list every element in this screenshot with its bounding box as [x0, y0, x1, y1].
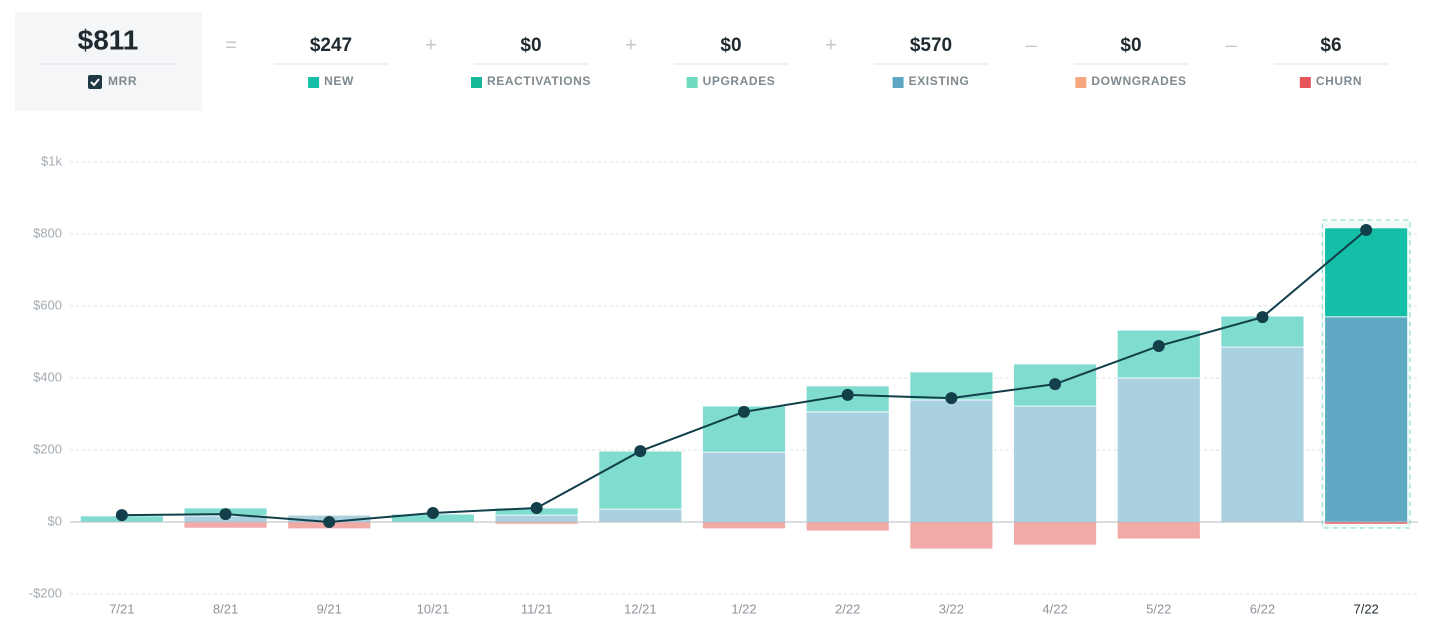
legend-swatch	[308, 77, 320, 88]
check-mark	[90, 78, 100, 87]
metric-value: $0	[520, 35, 541, 56]
x-tick-label: 1/22	[731, 601, 756, 616]
bar-segment	[1220, 346, 1305, 523]
bar-segment	[1013, 405, 1097, 523]
x-tick-label: 9/21	[317, 601, 342, 616]
bar-segment	[494, 514, 579, 523]
mrr-point	[841, 388, 854, 401]
mrr-point	[530, 501, 543, 514]
x-tick-label: 7/22	[1353, 601, 1378, 616]
metric-value: $570	[910, 35, 952, 56]
operator: =	[225, 34, 237, 56]
y-tick-label: $400	[33, 369, 62, 384]
bar-segment	[1013, 363, 1097, 407]
mrr-point	[426, 507, 439, 519]
legend-swatch	[1299, 77, 1311, 88]
operator: +	[425, 34, 437, 56]
x-tick-label: 4/22	[1042, 601, 1067, 616]
operator: +	[825, 34, 837, 56]
y-tick-label: $0	[48, 513, 62, 528]
checkbox[interactable]	[88, 75, 102, 89]
legend-swatch	[1075, 77, 1087, 88]
x-tick-label: 5/22	[1146, 601, 1171, 616]
bar-segment	[909, 521, 994, 550]
x-tick-label: 3/22	[939, 601, 964, 616]
mrr-point	[1256, 311, 1269, 324]
x-tick-label: 12/21	[624, 601, 657, 616]
operator: –	[1025, 34, 1037, 56]
mrr-point	[219, 508, 232, 521]
metric-value: $6	[1320, 35, 1341, 56]
metric-value: $247	[310, 35, 352, 56]
mrr-point	[1049, 378, 1062, 391]
x-tick-label: 10/21	[417, 601, 450, 616]
legend-swatch	[686, 77, 698, 88]
y-tick-label: -$200	[29, 585, 62, 600]
total-label: MRR	[108, 74, 137, 88]
bar-segment	[598, 508, 683, 523]
y-tick-label: $600	[33, 297, 62, 312]
metric-label: EXISTING	[909, 74, 970, 88]
mrr-point	[634, 445, 647, 458]
metric-label: NEW	[324, 74, 354, 88]
bar-segment	[1324, 316, 1409, 523]
bar-segment	[805, 411, 890, 523]
bar-segment	[702, 451, 786, 523]
metric-label: DOWNGRADES	[1091, 74, 1186, 88]
mrr-point	[738, 405, 750, 418]
bar-segment	[1013, 521, 1097, 546]
metric-value: $0	[720, 35, 741, 56]
operator: +	[625, 34, 637, 56]
x-tick-label: 6/22	[1250, 601, 1275, 616]
bar-segment	[805, 521, 890, 532]
total-card	[15, 12, 202, 111]
metric-value: $0	[1120, 35, 1141, 56]
legend-swatch	[470, 77, 482, 88]
metric-label: UPGRADES	[703, 74, 776, 88]
mrr-point	[1152, 339, 1165, 352]
mrr-point	[1360, 224, 1373, 237]
x-tick-label: 2/22	[835, 601, 860, 616]
x-tick-label: 11/21	[521, 601, 553, 616]
bar-segment	[598, 450, 683, 510]
bar-segment	[909, 399, 994, 523]
metric-label: REACTIVATIONS	[487, 74, 591, 88]
y-tick-label: $200	[33, 441, 62, 456]
y-tick-label: $800	[33, 225, 62, 240]
mrr-point	[323, 516, 336, 528]
metric-label: CHURN	[1316, 74, 1362, 88]
bar-segment	[702, 521, 786, 530]
operator: –	[1225, 34, 1237, 56]
mrr-point	[945, 392, 958, 405]
bar-segment	[1116, 521, 1201, 540]
bar-segment	[183, 521, 268, 529]
x-tick-label: 7/21	[109, 601, 134, 616]
y-tick-label: $1k	[41, 153, 62, 168]
legend-swatch	[892, 77, 904, 88]
bar-segment	[1116, 377, 1201, 523]
x-tick-label: 8/21	[213, 601, 238, 616]
total-value: $811	[78, 24, 139, 55]
bar-segment	[1324, 227, 1409, 318]
mrr-point	[115, 509, 128, 522]
